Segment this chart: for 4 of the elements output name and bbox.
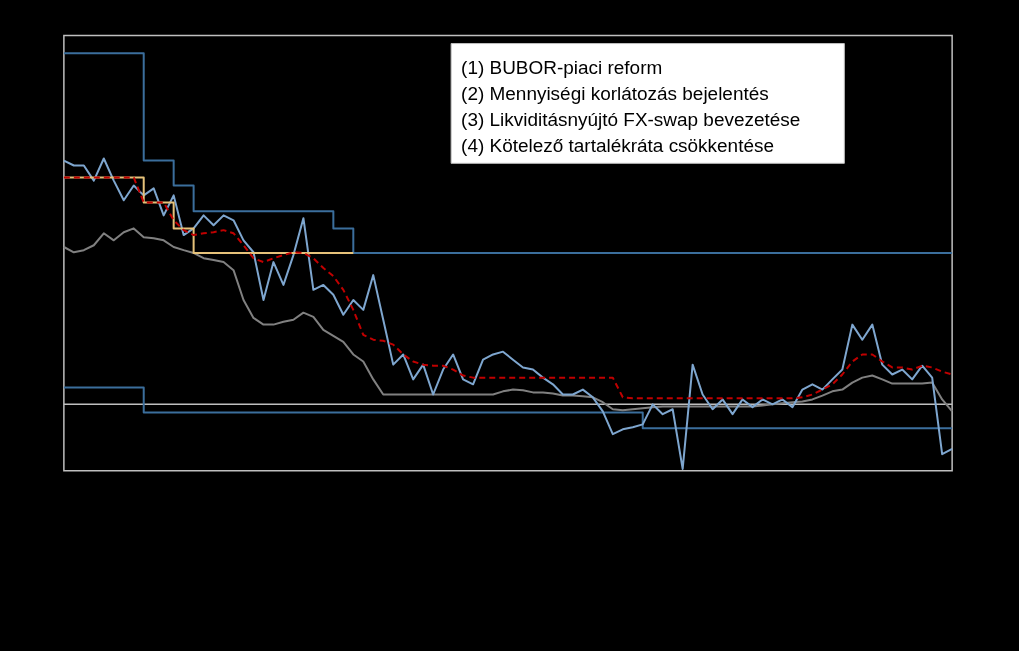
annotation: (2) Mennyiségi korlátozás bejelentés xyxy=(461,83,769,105)
annotation: (3) Likviditásnyújtó FX-swap bevezetése xyxy=(461,109,801,131)
annotation: (1) BUBOR-piaci reform xyxy=(461,57,663,79)
annotation: (4) Kötelező tartalékráta csökkentése xyxy=(461,135,774,157)
